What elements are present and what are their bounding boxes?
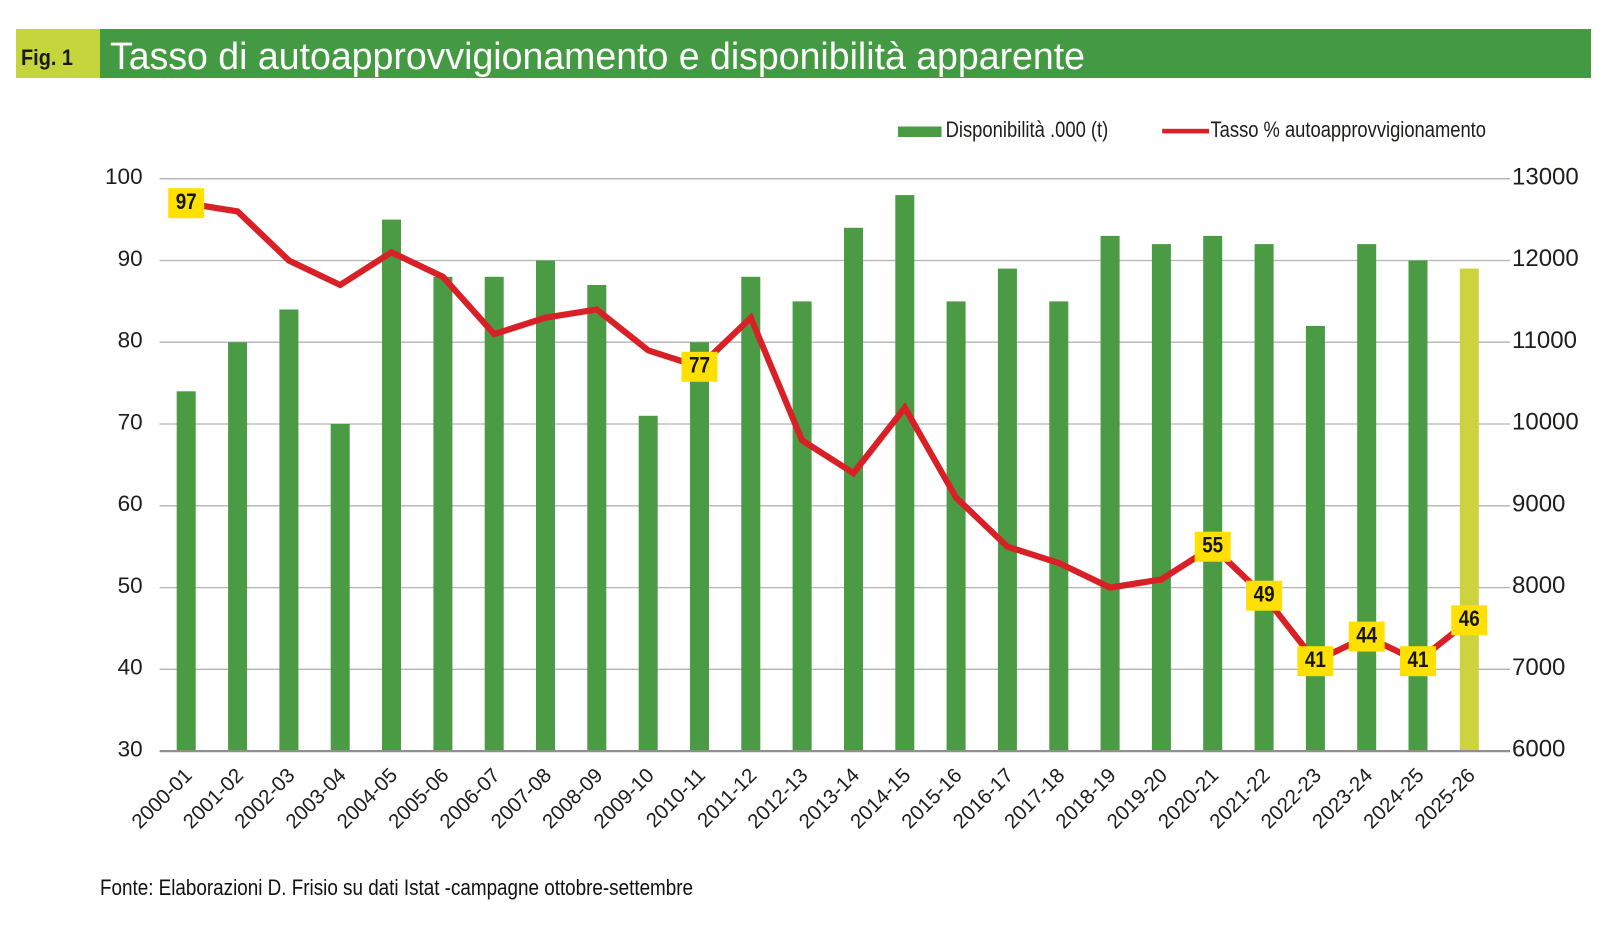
svg-text:90: 90 — [118, 246, 143, 271]
svg-text:Fonte: Elaborazioni D. Frisio: Fonte: Elaborazioni D. Frisio su dati Is… — [100, 875, 693, 900]
svg-text:30: 30 — [118, 736, 143, 761]
svg-text:77: 77 — [689, 353, 710, 378]
svg-text:Fig. 1: Fig. 1 — [21, 45, 73, 70]
svg-text:46: 46 — [1459, 606, 1480, 631]
svg-text:7000: 7000 — [1512, 654, 1565, 681]
svg-text:100: 100 — [105, 164, 143, 189]
svg-text:9000: 9000 — [1512, 490, 1565, 517]
svg-text:70: 70 — [118, 409, 143, 434]
svg-text:41: 41 — [1408, 647, 1429, 672]
svg-text:11000: 11000 — [1512, 327, 1577, 354]
svg-text:80: 80 — [118, 328, 143, 353]
svg-text:13000: 13000 — [1512, 163, 1579, 190]
svg-text:49: 49 — [1254, 582, 1275, 607]
svg-text:Disponibilità .000 (t): Disponibilità .000 (t) — [946, 117, 1109, 142]
svg-text:40: 40 — [118, 655, 143, 680]
svg-text:8000: 8000 — [1512, 572, 1565, 599]
svg-text:12000: 12000 — [1512, 245, 1579, 272]
svg-text:55: 55 — [1202, 533, 1223, 558]
svg-text:97: 97 — [176, 189, 197, 214]
svg-text:Tasso di autoapprovvigionament: Tasso di autoapprovvigionamento e dispon… — [110, 36, 1085, 78]
svg-text:Tasso % autoapprovvigionamento: Tasso % autoapprovvigionamento — [1211, 117, 1487, 142]
svg-text:10000: 10000 — [1512, 409, 1579, 436]
svg-text:44: 44 — [1356, 623, 1378, 648]
svg-text:60: 60 — [118, 491, 143, 516]
svg-text:41: 41 — [1305, 647, 1326, 672]
svg-text:50: 50 — [118, 573, 143, 598]
svg-text:6000: 6000 — [1512, 736, 1565, 763]
